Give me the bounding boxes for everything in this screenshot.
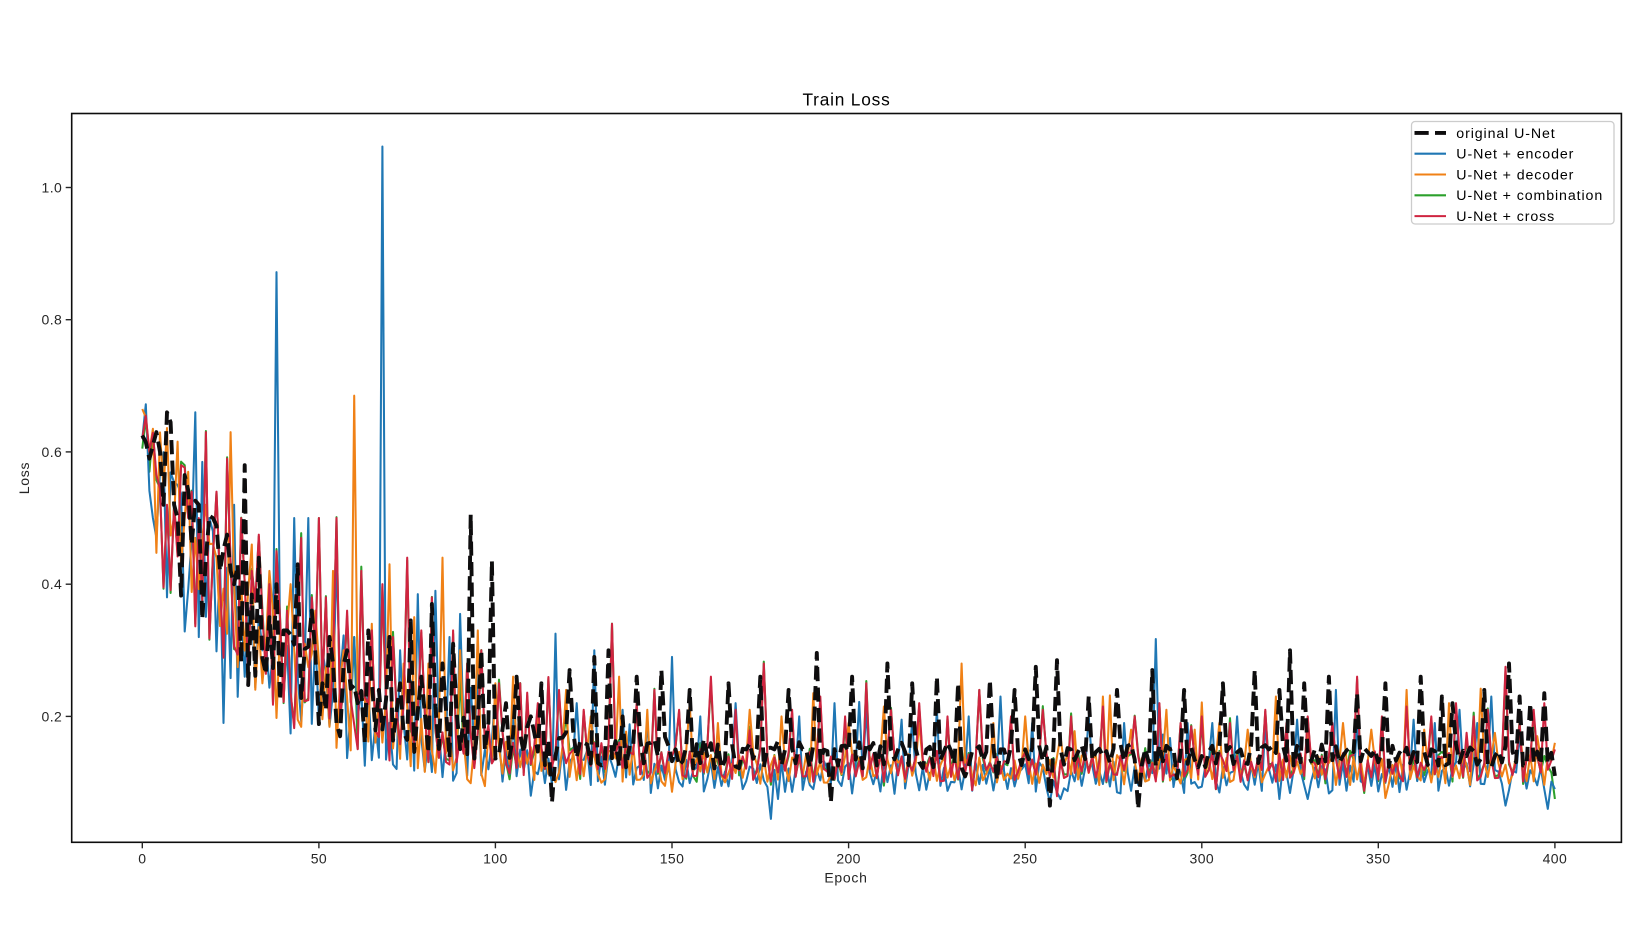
svg-text:0.2: 0.2 bbox=[42, 708, 63, 724]
svg-text:150: 150 bbox=[660, 851, 685, 867]
svg-text:350: 350 bbox=[1366, 851, 1391, 867]
svg-text:U-Net + encoder: U-Net + encoder bbox=[1456, 147, 1574, 163]
svg-text:250: 250 bbox=[1013, 851, 1038, 867]
svg-text:Epoch: Epoch bbox=[824, 869, 867, 885]
svg-text:50: 50 bbox=[311, 851, 327, 867]
svg-text:1.0: 1.0 bbox=[42, 180, 63, 196]
svg-text:0.6: 0.6 bbox=[42, 444, 63, 460]
svg-text:U-Net + cross: U-Net + cross bbox=[1456, 209, 1555, 225]
svg-text:0.4: 0.4 bbox=[42, 576, 63, 592]
svg-text:0.8: 0.8 bbox=[42, 312, 63, 328]
svg-text:400: 400 bbox=[1543, 851, 1568, 867]
svg-text:0: 0 bbox=[138, 851, 146, 867]
svg-text:Train Loss: Train Loss bbox=[802, 89, 890, 109]
svg-text:U-Net + decoder: U-Net + decoder bbox=[1456, 167, 1574, 183]
svg-text:Loss: Loss bbox=[16, 462, 32, 494]
svg-text:U-Net + combination: U-Net + combination bbox=[1456, 188, 1603, 204]
svg-text:300: 300 bbox=[1190, 851, 1215, 867]
svg-text:100: 100 bbox=[483, 851, 508, 867]
svg-text:200: 200 bbox=[836, 851, 861, 867]
svg-text:original U-Net: original U-Net bbox=[1456, 126, 1555, 142]
